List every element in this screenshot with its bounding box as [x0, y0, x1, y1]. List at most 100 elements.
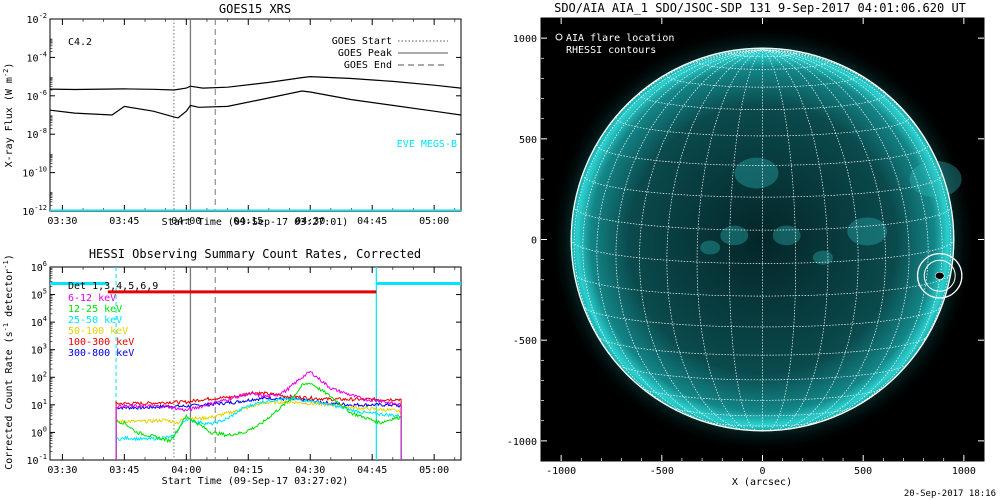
hessi-y-tick-base: 10: [31, 428, 43, 439]
goes-y-tick-base: 10: [27, 53, 39, 64]
goes-y-label-sup: -2: [2, 69, 10, 77]
aia-sun-image: [548, 25, 977, 454]
hessi-series: [50, 267, 461, 460]
hessi-y-tick-base: 10: [31, 291, 43, 302]
hessi-legend-label: 100-300 keV: [68, 337, 134, 348]
aia-title: SDO/AIA AIA_1 SDO/JSOC-SDP 131 9-Sep-201…: [554, 1, 966, 15]
hessi-title: HESSI Observing Summary Count Rates, Cor…: [89, 247, 421, 261]
active-region-glow: [720, 225, 749, 246]
active-region-glow: [700, 240, 721, 255]
grid-line: [728, 49, 763, 432]
hessi-y-tick-exp: 4: [43, 315, 47, 323]
goes-y-tick-label: 10-4: [27, 50, 47, 64]
aia-x-tick-label: 500: [854, 466, 872, 477]
grid-line: [570, 239, 955, 264]
aia-y-tick-label: -1000: [507, 437, 537, 448]
hessi-y-tick-exp: -1: [39, 453, 47, 461]
aia-legend-label: AIA flare location: [566, 33, 674, 44]
hessi-y-tick-label: 106: [31, 260, 47, 274]
grid-line: [582, 49, 763, 419]
hessi-legend-label: 300-800 keV: [68, 348, 134, 359]
grid-line: [701, 420, 824, 427]
hessi-series-line: [115, 390, 402, 460]
hessi-y-label-end: ): [4, 254, 15, 260]
eve-label: EVE MEGS-B: [397, 139, 457, 150]
grid-line: [615, 117, 910, 137]
aia-y-tick-label: 1000: [513, 34, 537, 45]
hessi-y-tick-label: 104: [31, 315, 47, 329]
goes-legend-label: GOES Start: [332, 36, 392, 47]
solar-limb: [570, 47, 955, 432]
hessi-y-tick-base: 10: [31, 263, 43, 274]
goes-x-label: Start Time (09-Sep-17 03:27:01): [162, 217, 349, 228]
hessi-x-tick-label: 04:15: [233, 465, 263, 476]
hessi-legend-label: 6-12 keV: [68, 293, 116, 304]
hessi-legend-label: 25-50 keV: [68, 315, 122, 326]
active-region-glow: [909, 160, 962, 198]
grid-line: [762, 49, 943, 419]
grid-line: [762, 49, 859, 431]
aia-x-tick-label: -1000: [546, 466, 576, 477]
hessi-plot-frame: [49, 266, 462, 461]
heliographic-grid: [570, 49, 955, 432]
goes-y-tick-exp: -10: [34, 166, 47, 174]
goes-y-tick-exp: -12: [34, 204, 47, 212]
aia-panel: SDO/AIA AIA_1 SDO/JSOC-SDP 131 9-Sep-201…: [507, 1, 985, 488]
goes-event-lines: [173, 19, 216, 211]
sun-disk: [571, 48, 954, 431]
hessi-x-tick-label: 03:45: [109, 465, 139, 476]
grid-line: [639, 94, 886, 110]
goes-y-tick-base: 10: [27, 92, 39, 103]
grid-line: [639, 49, 763, 430]
goes-x-tick-label: 03:45: [109, 216, 139, 227]
hessi-series-line: [115, 370, 402, 460]
grid-line: [582, 305, 943, 328]
aia-x-label: X (arcsec): [732, 477, 792, 488]
hessi-x-tick-label: 05:00: [419, 465, 449, 476]
hessi-y-tick-base: 10: [31, 401, 43, 412]
grid-line: [762, 49, 797, 432]
hessi-y-label-mid: detector: [4, 269, 15, 323]
aia-y-tick-label: 500: [519, 135, 537, 146]
hessi-legend-label: 50-100 keV: [68, 326, 128, 337]
grid-line: [582, 174, 943, 198]
footer-date: 20-Sep-2017 18:16: [904, 489, 996, 499]
grid-line: [615, 49, 763, 429]
hessi-detectors-label: Det 1,3,4,5,6,9: [68, 281, 158, 292]
aia-x-tick-label: 0: [759, 466, 765, 477]
goes-y-tick-exp: -2: [39, 12, 47, 20]
aia-x-tick-label: 1000: [952, 466, 976, 477]
hessi-y-tick-exp: 3: [43, 343, 47, 351]
flare-inner-circle: [923, 259, 956, 292]
goes-legend-label: GOES End: [344, 60, 392, 71]
flare-location-circle: [916, 252, 963, 299]
hessi-x-label: Start Time (09-Sep-17 03:27:02): [162, 476, 349, 487]
goes-y-tick-base: 10: [22, 207, 34, 218]
goes-y-tick-label: 10-2: [27, 12, 47, 26]
aia-axes: -1000 -500 0 500 1000 1000 500 0 -500 -1000: [507, 18, 984, 477]
hessi-y-tick-base: 10: [31, 318, 43, 329]
goes-long-channel-line: [50, 75, 461, 91]
goes-y-tick-label: 10-12: [22, 204, 47, 218]
hessi-y-tick-label: 105: [31, 288, 47, 302]
aia-y-tick-label: -500: [513, 336, 537, 347]
goes-x-tick-label: 05:00: [419, 216, 449, 227]
goes-x-tick-label: 04:15: [233, 216, 263, 227]
rhessi-contour: [934, 271, 945, 280]
active-region-glow: [847, 217, 888, 246]
hessi-y-label: Corrected Count Rate (s-1 detector-1): [2, 254, 15, 470]
hessi-y-tick-exp: 0: [43, 425, 47, 433]
hessi-series-line: [115, 396, 402, 460]
goes-y-tick-exp: -4: [39, 50, 47, 58]
goes-y-tick-label: 10-10: [22, 166, 47, 180]
goes-class-label: C4.2: [68, 37, 92, 48]
goes-x-axis: 03:30 03:45 04:00 04:15 04:30 04:45 05:00: [47, 19, 456, 227]
hessi-series-line: [115, 382, 402, 460]
goes-y-label: X-ray Flux (W m-2): [2, 63, 15, 168]
hessi-panel: HESSI Observing Summary Count Rates, Cor…: [2, 247, 462, 487]
hessi-event-lines: [173, 267, 216, 460]
goes-short-channel-line: [50, 90, 461, 119]
hessi-y-tick-label: 102: [31, 370, 47, 384]
